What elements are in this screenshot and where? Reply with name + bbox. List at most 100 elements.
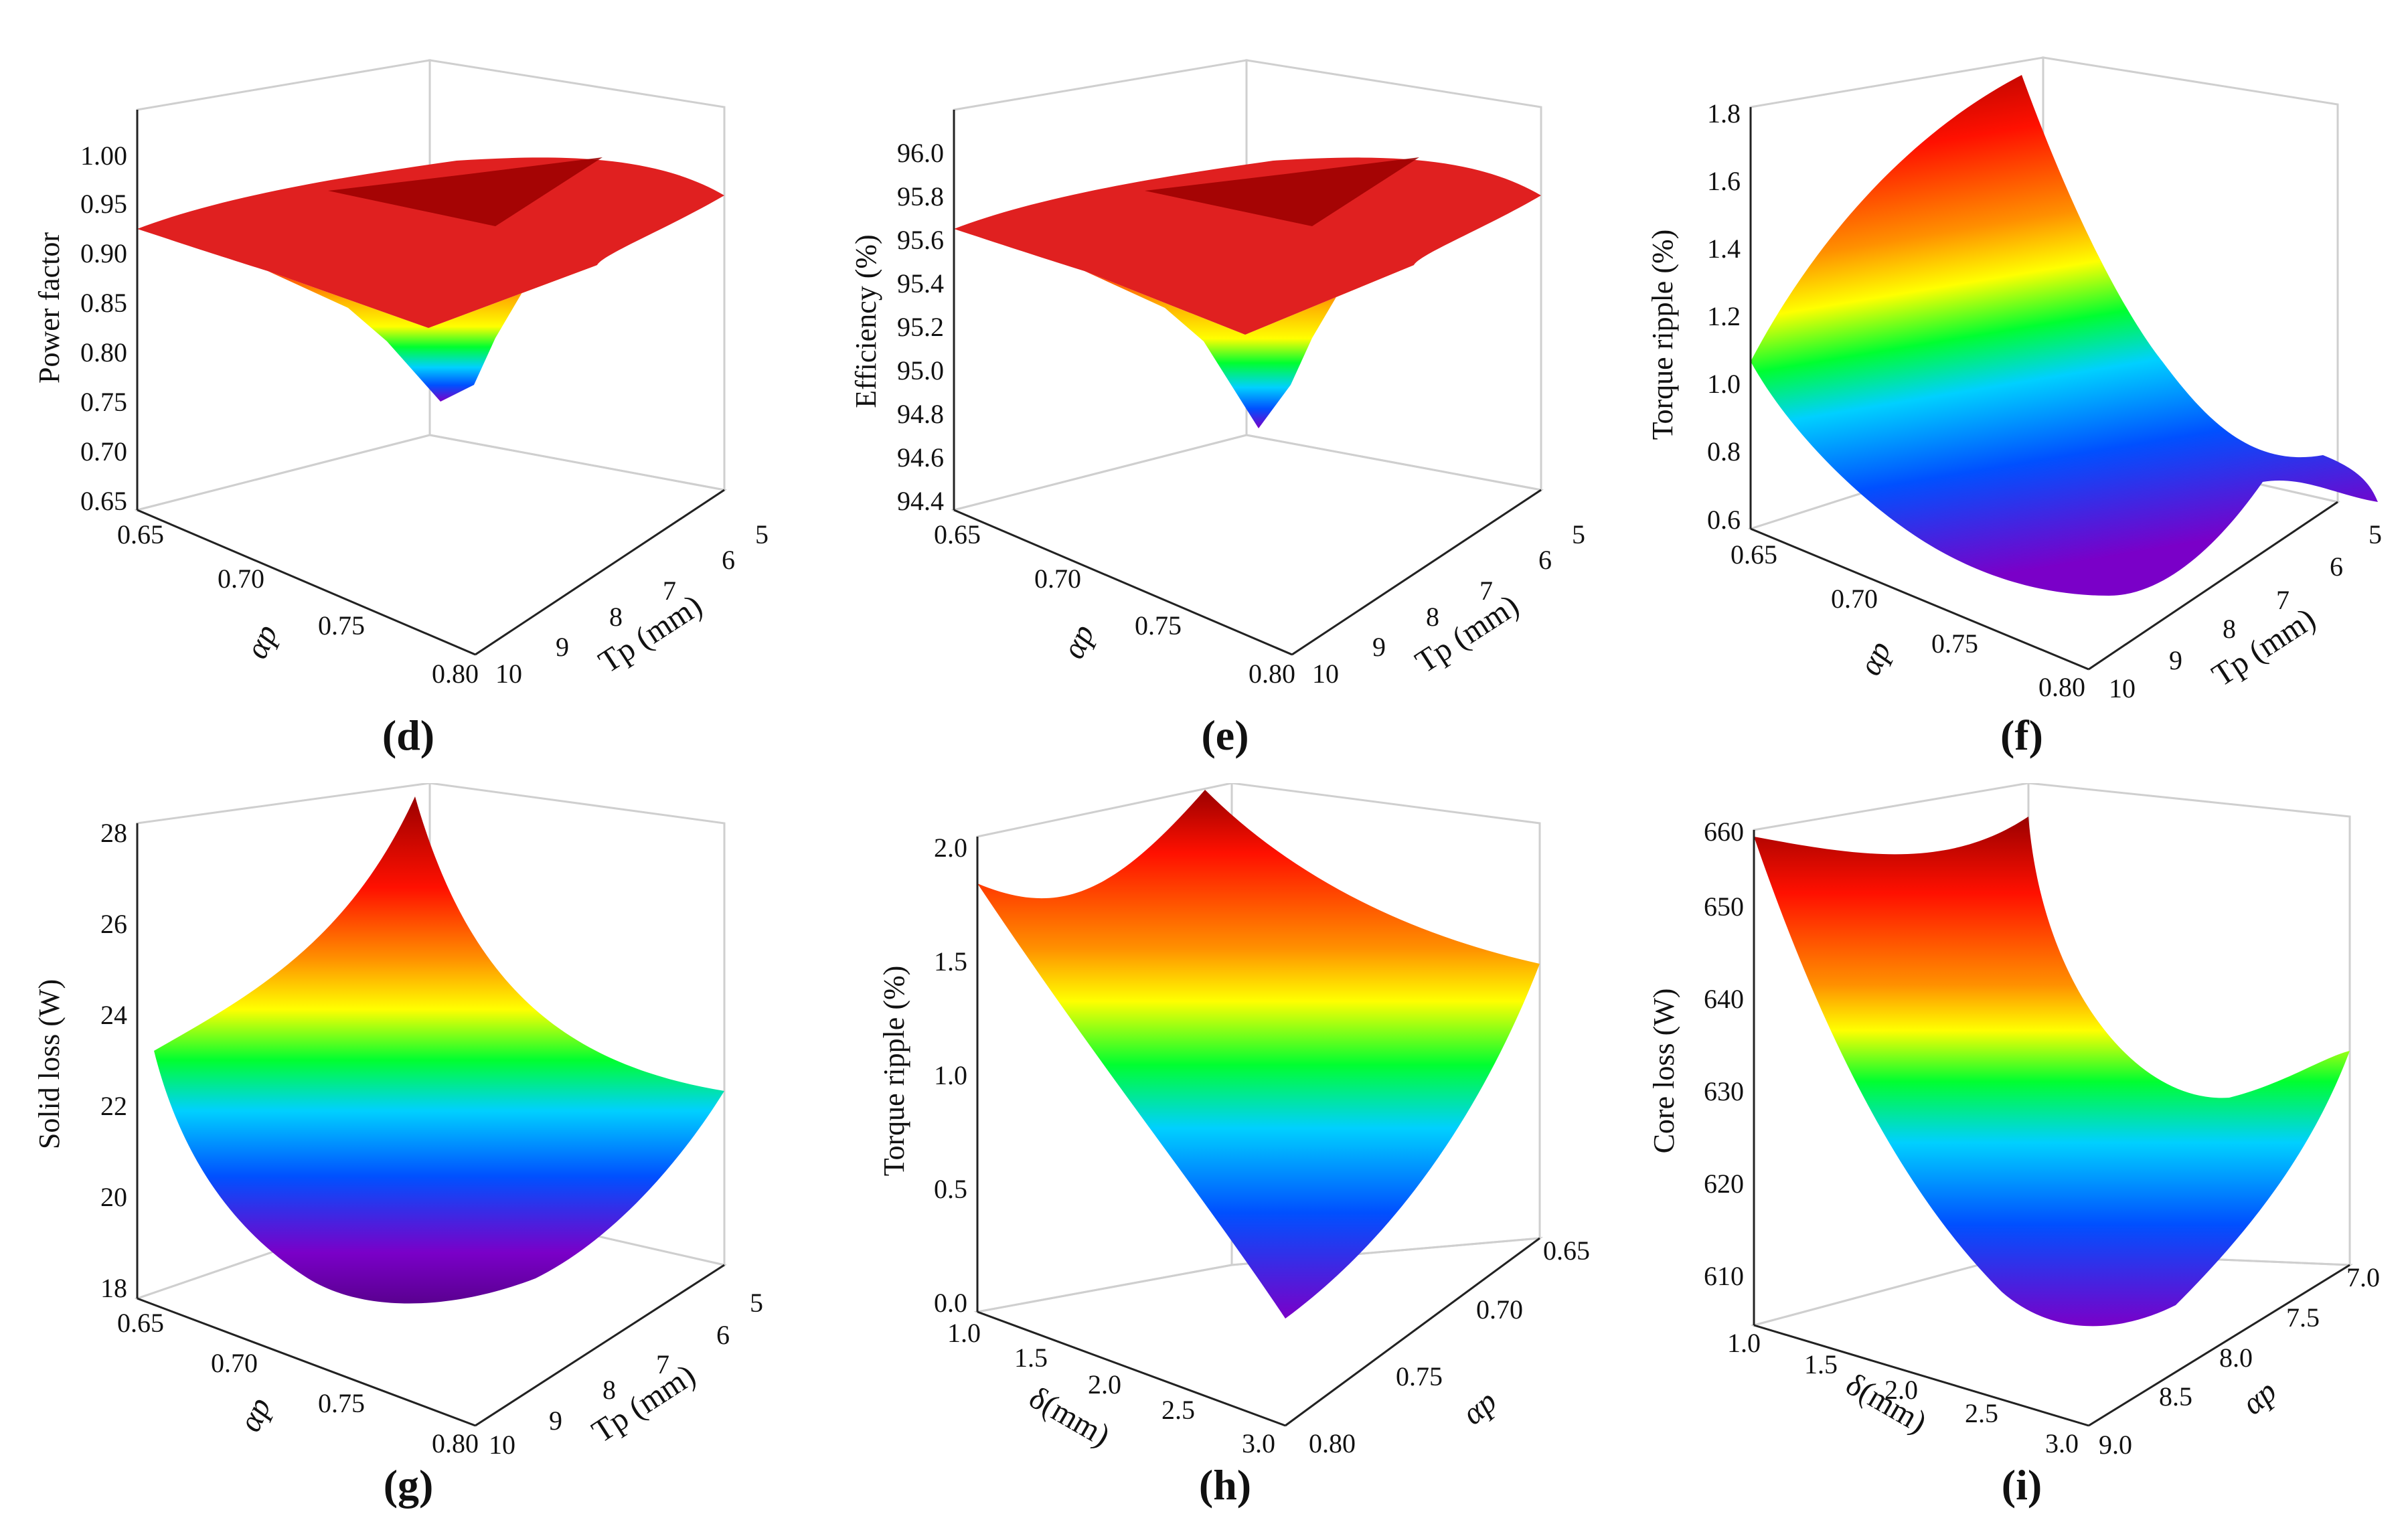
z-tick: 1.00 [80,141,127,171]
z-tick: 1.4 [1707,234,1741,264]
surface-ridge [328,157,603,226]
y-tick: 7 [1479,576,1493,606]
x-tick: 0.65 [1731,539,1777,570]
z-tick: 0.95 [80,189,127,219]
z-tick: 96.0 [897,138,944,168]
y-tick: 0.70 [1476,1294,1523,1325]
axis-x-line [977,1310,1286,1427]
x-tick: 0.80 [2038,672,2085,702]
y-tick: 6 [1538,545,1552,575]
z-tick: 0.8 [1707,436,1741,467]
chart-panel-h: 0.0 0.5 1.0 1.5 2.0 1.0 1.5 2.0 2.5 3.0 … [878,783,1590,1509]
y-tick: 0.65 [1543,1236,1590,1266]
x-tick: 0.65 [934,519,981,549]
y-tick: 8 [1426,602,1439,632]
y-tick: 9.0 [2099,1430,2132,1460]
y-ticks: 5 6 7 8 9 10 [495,519,769,689]
z-tick: 0.5 [934,1174,967,1204]
surface-sheet [1754,817,2350,1327]
surface [954,157,1541,428]
y-tick: 7 [663,576,676,606]
y-tick: 6 [2330,552,2343,582]
z-tick: 1.6 [1707,166,1741,196]
z-tick: 94.6 [897,442,944,473]
z-tick: 1.0 [934,1060,967,1090]
z-tick: 1.2 [1707,301,1741,331]
x-tick: 0.70 [218,564,264,594]
z-axis-label: Efficiency (%) [850,234,882,408]
x-tick: 0.75 [1931,628,1978,659]
x-tick: 0.70 [211,1348,258,1378]
y-tick: 10 [489,1430,515,1460]
axis-x-line [137,1297,476,1427]
z-tick: 94.8 [897,399,944,429]
z-tick: 18 [100,1273,127,1303]
y-tick: 9 [1372,632,1386,662]
y-ticks: 5 6 7 8 9 10 [489,1288,763,1460]
z-tick: 95.6 [897,225,944,255]
x-tick: 0.75 [1135,610,1182,641]
z-ticks: 610 620 630 640 650 660 [1704,817,1744,1291]
z-tick: 2.0 [934,833,967,863]
z-tick: 22 [100,1091,127,1121]
y-tick: 5 [750,1288,763,1318]
panel-label: (d) [382,711,434,759]
x-ticks: 0.65 0.70 0.75 0.80 [1731,539,2085,702]
z-tick: 1.0 [1707,369,1741,399]
z-ticks: 94.4 94.6 94.8 95.0 95.2 95.4 95.6 95.8 … [897,138,944,516]
panel-label: (h) [1199,1461,1251,1509]
z-tick: 650 [1704,892,1744,922]
axis-x-line [137,509,476,656]
x-tick: 0.70 [1034,564,1081,594]
y-tick: 9 [2169,645,2182,675]
axis-y-line [2088,501,2338,671]
y-tick: 9 [549,1406,562,1436]
x-tick: 0.75 [318,1388,365,1418]
x-tick: 0.80 [432,659,479,689]
z-tick: 0.6 [1707,505,1741,535]
y-tick: 8.0 [2219,1343,2253,1373]
y-tick: 7.0 [2346,1262,2380,1292]
axis-y-line [1291,489,1542,656]
y-ticks: 5 6 7 8 9 10 [2109,519,2382,703]
z-tick: 610 [1704,1261,1744,1291]
z-axis-label: Core loss (W) [1648,989,1680,1154]
x-tick: 0.65 [117,519,164,549]
z-tick: 28 [100,818,127,848]
z-tick: 95.8 [897,181,944,211]
x-tick: 1.0 [947,1318,981,1348]
surface-sheet [1751,75,2378,596]
z-axis-label: Power factor [33,232,66,384]
z-tick: 0.85 [80,288,127,318]
z-ticks: 18 20 22 24 26 28 [100,818,127,1303]
y-tick: 0.80 [1309,1428,1356,1458]
panel-label: (g) [384,1461,434,1509]
y-tick: 0.75 [1396,1361,1443,1391]
z-tick: 0.90 [80,238,127,268]
x-tick: 2.5 [1161,1395,1195,1425]
y-tick: 10 [2109,673,2136,703]
z-tick: 95.0 [897,355,944,386]
chart-panel-g: 18 20 22 24 26 28 0.65 0.70 0.75 0.80 5 … [33,783,763,1509]
x-tick: 0.75 [318,610,365,641]
y-tick: 7 [2276,585,2290,615]
z-tick: 94.4 [897,486,944,516]
x-ticks: 0.65 0.70 0.75 0.80 [934,519,1295,689]
x-ticks: 1.0 1.5 2.0 2.5 3.0 [1727,1328,2079,1458]
surface-sheet [154,796,724,1304]
y-tick: 8 [603,1375,616,1405]
surface [154,796,724,1304]
y-axis-label: αp [2235,1373,2283,1422]
surface [1754,817,2350,1327]
y-ticks: 5 6 7 8 9 10 [1312,519,1585,689]
axis-x-line [1753,1324,2089,1427]
z-ticks: 0.65 0.70 0.75 0.80 0.85 0.90 0.95 1.00 [80,141,127,516]
x-axis-label: αp [239,619,285,664]
z-tick: 0.0 [934,1288,967,1318]
axis-x-line [1750,527,2089,671]
z-axis-label: Torque ripple (%) [1646,230,1679,440]
x-axis-label: αp [232,1392,278,1437]
z-tick: 0.70 [80,436,127,467]
z-tick: 0.75 [80,387,127,417]
